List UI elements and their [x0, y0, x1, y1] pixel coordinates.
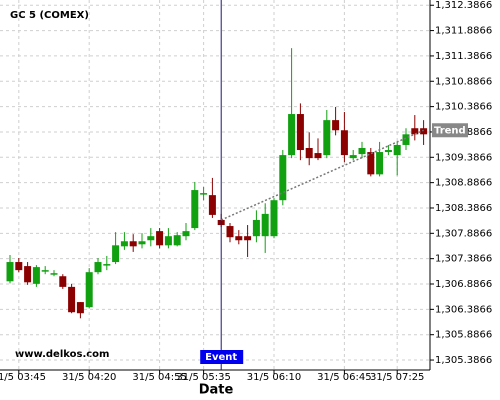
x-tick-label: 31/5 06:10 — [247, 372, 301, 383]
x-tick-label: 31/5 05:35 — [176, 372, 230, 383]
candle-body — [358, 148, 366, 155]
candle-body — [402, 134, 410, 145]
x-tick-label: 31/5 07:25 — [370, 372, 424, 383]
candle-body — [305, 148, 313, 159]
candle-body — [164, 236, 172, 246]
candle-body — [191, 190, 199, 229]
candle-body — [349, 155, 357, 159]
x-tick-label: 31/5 03:45 — [0, 372, 46, 383]
candle-body — [6, 262, 14, 282]
y-tick-label: 1,311.8866 — [435, 26, 492, 37]
y-tick-label: 1,306.8866 — [435, 279, 492, 290]
candle-body — [156, 231, 164, 246]
y-tick-label: 1,309.3866 — [435, 152, 492, 163]
candle-body — [24, 266, 32, 283]
candle-body — [323, 120, 331, 156]
candle-body — [367, 152, 375, 175]
candle-body — [384, 150, 392, 153]
y-tick-label: 1,307.8866 — [435, 228, 492, 239]
candle-body — [393, 144, 401, 156]
candle-body — [208, 195, 216, 215]
candle-body — [138, 241, 146, 245]
candle-body — [252, 219, 260, 237]
x-tick-label: 31/5 04:55 — [132, 372, 186, 383]
watermark: www.delkos.com — [15, 349, 109, 360]
y-tick-label: 1,306.3866 — [435, 304, 492, 315]
candle-body — [288, 114, 296, 156]
candle-body — [279, 155, 287, 201]
candle-body — [376, 152, 384, 175]
x-tick-label: 31/5 06:45 — [317, 372, 371, 383]
candle-body — [244, 236, 252, 241]
candle-body — [94, 262, 102, 273]
candle-body — [76, 302, 84, 314]
candle-body — [420, 128, 428, 135]
candle-body — [235, 236, 243, 241]
candle-body — [261, 213, 269, 237]
y-tick-label: 1,311.3866 — [435, 51, 492, 62]
candle-body — [59, 276, 67, 287]
candle-body — [85, 272, 93, 308]
trend-label: Trend — [434, 125, 466, 136]
candle-body — [147, 236, 155, 241]
y-tick-label: 1,305.3866 — [435, 355, 492, 366]
candle-body — [50, 273, 58, 275]
chart-title: GC 5 (COMEX) — [10, 10, 89, 21]
candle-body — [314, 153, 322, 159]
y-tick-label: 1,310.8866 — [435, 76, 492, 87]
y-tick-label: 1,305.8866 — [435, 330, 492, 341]
candle-body — [120, 241, 128, 247]
trend-line — [220, 129, 424, 221]
candle-body — [129, 241, 137, 247]
candle-body — [15, 262, 23, 271]
candle-body — [296, 114, 304, 151]
candle-body — [182, 231, 190, 237]
event-label: Event — [205, 352, 237, 363]
y-tick-label: 1,308.8866 — [435, 178, 492, 189]
y-tick-label: 1,308.3866 — [435, 203, 492, 214]
candle-body — [332, 120, 340, 131]
candle-body — [41, 270, 49, 272]
candle-body — [226, 226, 234, 238]
y-tick-label: 1,312.3866 — [435, 0, 492, 11]
event-label-box — [200, 350, 244, 364]
y-tick-label: 1,307.3866 — [435, 254, 492, 265]
x-tick-label: 31/5 04:20 — [62, 372, 116, 383]
candle-body — [200, 193, 208, 195]
candle-body — [103, 264, 111, 266]
x-axis-title: Date — [199, 383, 234, 398]
candle-body — [112, 245, 120, 263]
candle-body — [340, 130, 348, 156]
candle-body — [32, 267, 40, 284]
candle-body — [173, 235, 181, 246]
y-tick-label: 1,310.3866 — [435, 102, 492, 113]
candle-body — [68, 286, 76, 313]
candle-body — [411, 128, 419, 135]
trend-label-box — [432, 123, 468, 138]
candle-body — [270, 200, 278, 237]
